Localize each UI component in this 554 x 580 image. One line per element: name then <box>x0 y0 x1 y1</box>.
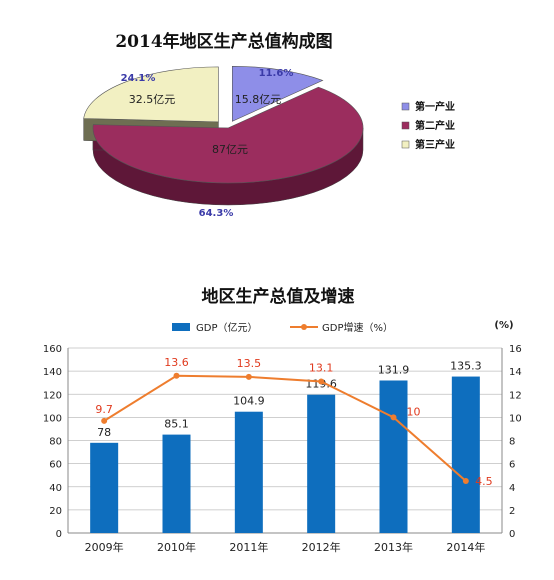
growth-value-label: 9.7 <box>95 403 113 416</box>
bar-value-label: 78 <box>97 426 111 439</box>
y-right-tick-label: 6 <box>509 460 515 471</box>
pie-legend-label: 第一产业 <box>415 100 455 113</box>
pie-legend-swatch <box>401 102 410 111</box>
legend-line-marker <box>301 324 307 330</box>
combo-title: 地区生产总值及增速 <box>202 286 355 307</box>
pie-legend-swatch <box>401 121 410 130</box>
right-axis-unit: (%) <box>494 320 513 331</box>
y-right-tick-label: 0 <box>509 529 515 540</box>
legend-bar-label: GDP（亿元） <box>196 321 257 334</box>
pie-percent-label: 64.3% <box>199 208 234 219</box>
y-left-tick-label: 140 <box>43 367 62 378</box>
x-tick-label: 2013年 <box>374 540 413 554</box>
x-tick-label: 2014年 <box>446 540 485 554</box>
bar-value-label: 131.9 <box>378 363 410 376</box>
x-tick-label: 2012年 <box>302 540 341 554</box>
pie-legend-swatch <box>401 140 410 149</box>
pie-value-label: 15.8亿元 <box>235 93 282 106</box>
combo-chart: 0 20 40 60 80 100 120 140 160 0 2 4 6 8 10 12 14 16 78 85.1… <box>43 344 522 554</box>
y-right-tick-label: 10 <box>509 413 522 424</box>
bar <box>90 442 119 533</box>
y-right-tick-label: 8 <box>509 437 515 448</box>
bar <box>379 380 408 533</box>
growth-line <box>103 374 467 482</box>
growth-value-label: 4.5 <box>475 475 493 488</box>
combo-legend: GDP（亿元） GDP增速（%） <box>172 321 393 334</box>
growth-point <box>318 378 325 385</box>
y-right-tick-label: 2 <box>509 506 515 517</box>
growth-point <box>245 373 252 380</box>
growth-value-label: 13.1 <box>309 362 334 375</box>
y-left-tick-label: 100 <box>43 413 62 424</box>
y-left-tick-label: 40 <box>49 483 62 494</box>
pie-chart: 15.8亿元 87亿元 32.5亿元 11.6% 64.3% 24.1% <box>83 65 364 219</box>
bar-value-label: 104.9 <box>233 395 265 408</box>
pie-legend-label: 第三产业 <box>415 138 455 151</box>
x-tick-label: 2010年 <box>157 540 196 554</box>
bar <box>162 434 191 533</box>
pie-slice-1 <box>232 65 324 122</box>
bar <box>307 394 336 533</box>
pie-percent-label: 11.6% <box>259 68 294 79</box>
bar-value-label: 85.1 <box>164 418 189 431</box>
y-left-tick-label: 120 <box>43 390 62 401</box>
pie-legend-label: 第二产业 <box>415 119 455 132</box>
y-left-tick-label: 160 <box>43 344 62 355</box>
growth-value-label: 13.5 <box>237 357 262 370</box>
bar-value-label: 135.3 <box>450 360 482 373</box>
growth-point <box>173 372 180 379</box>
growth-point <box>101 417 108 424</box>
legend-line-label: GDP增速（%） <box>322 321 393 334</box>
legend-bar-swatch <box>172 323 190 331</box>
y-left-tick-label: 60 <box>49 460 62 471</box>
y-left-tick-label: 20 <box>49 506 62 517</box>
y-left-tick-label: 0 <box>56 529 62 540</box>
y-right-tick-label: 4 <box>509 483 515 494</box>
x-tick-label: 2009年 <box>85 540 124 554</box>
growth-point <box>390 414 397 421</box>
pie-value-label: 87亿元 <box>212 143 248 156</box>
y-right-tick-label: 14 <box>509 367 522 378</box>
x-tick-label: 2011年 <box>229 540 268 554</box>
pie-percent-label: 24.1% <box>121 73 156 84</box>
pie-slice-2 <box>92 86 364 184</box>
bar <box>234 411 263 533</box>
pie-slice-3 <box>83 66 219 123</box>
growth-value-label: 13.6 <box>164 356 189 369</box>
y-left-tick-label: 80 <box>49 437 62 448</box>
pie-value-label: 32.5亿元 <box>129 93 176 106</box>
y-right-tick-label: 12 <box>509 390 522 401</box>
y-right-tick-label: 16 <box>509 344 522 355</box>
growth-value-label: 10 <box>407 405 421 418</box>
growth-point <box>462 477 469 484</box>
pie-title: 2014年地区生产总值构成图 <box>115 31 332 52</box>
bar <box>451 376 480 533</box>
